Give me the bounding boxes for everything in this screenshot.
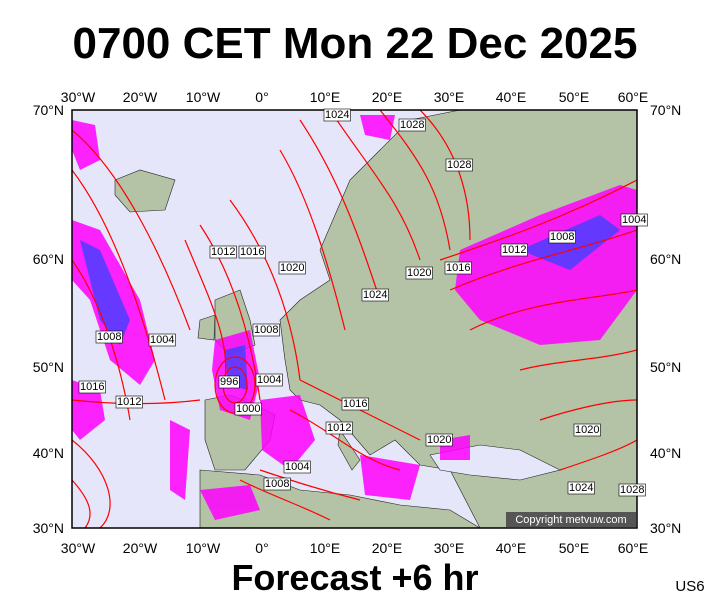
isobar-label: 1004 (622, 214, 646, 226)
footer-title: Forecast +6 hr (231, 557, 478, 598)
longitude-label: 30°E (434, 89, 465, 105)
isobar-label-box (238, 245, 266, 259)
isobar-label: 1016 (80, 381, 104, 393)
longitude-label: 0° (255, 540, 268, 556)
isobar-label: 1020 (427, 434, 451, 446)
isobar-label-box (573, 423, 601, 437)
isobar-label-box (115, 395, 143, 409)
isobar-label: 1024 (569, 482, 593, 494)
isobar-label-box (445, 158, 473, 172)
isobar-label: 1016 (343, 398, 367, 410)
isobar-label: 1004 (257, 374, 281, 386)
isobar-label: 1024 (325, 109, 349, 121)
isobar-label: 1016 (240, 246, 264, 258)
isobar-label-box (444, 261, 472, 275)
longitude-label: 20°W (123, 89, 158, 105)
latitude-label: 50°N (33, 359, 64, 375)
isobar-label-box (398, 118, 426, 132)
isobar-label-box (500, 243, 528, 257)
longitude-labels: 30°W 30°W 20°W 20°W 10°W 10°W 0° 0° 10°E 10°E 20°E… (61, 89, 648, 556)
longitude-label: 60°E (618, 89, 649, 105)
isobar-label-box (341, 397, 369, 411)
copyright: Copyright metvuw.com (515, 514, 626, 526)
latitude-labels: 70°N 70°N 60°N 60°N 50°N 50°N 40°N 40°N 30°N 30°N (33, 102, 682, 536)
longitude-label: 0° (255, 89, 268, 105)
map-frame (71, 109, 638, 529)
isobar-label: 1020 (407, 267, 431, 279)
isobar-label-box (548, 230, 576, 244)
latitude-label: 40°N (33, 445, 64, 461)
isobar-label: 1016 (446, 262, 470, 274)
latitude-label: 40°N (650, 445, 681, 461)
isobar-label-box (78, 380, 106, 394)
latitude-label: 30°N (650, 520, 681, 536)
title: 0700 CET Mon 22 Dec 2025 (73, 19, 638, 68)
longitude-label: 30°W (61, 540, 96, 556)
isobar-label: 1028 (447, 159, 471, 171)
isobar-label: 1012 (502, 244, 526, 256)
isobar-label-box (209, 245, 237, 259)
isobar-label-box (218, 375, 240, 389)
longitude-label: 20°E (372, 89, 403, 105)
map-area (72, 110, 637, 528)
isobar-label-box (405, 266, 433, 280)
isobar-label: 1020 (280, 262, 304, 274)
isobar-label: 1008 (254, 324, 278, 336)
longitude-label: 10°W (186, 89, 221, 105)
longitude-label: 50°E (559, 540, 590, 556)
longitude-label: 10°E (310, 89, 341, 105)
isobar-label-box (255, 373, 283, 387)
isobar-label-box (618, 483, 646, 497)
isobar-label: 1000 (236, 403, 260, 415)
longitude-label: 10°E (310, 540, 341, 556)
isobar-labels: 1024 1028 1028 1012 1016 1020 1024 1020 … (78, 108, 648, 497)
latitude-label: 60°N (650, 251, 681, 267)
isobar-label: 1020 (575, 424, 599, 436)
isobar-label: 1004 (285, 461, 309, 473)
longitude-label: 40°E (496, 89, 527, 105)
longitude-label: 60°E (618, 540, 649, 556)
isobar-label: 996 (220, 376, 238, 388)
isobar-label: 1008 (97, 331, 121, 343)
latitude-label: 70°N (33, 102, 64, 118)
isobar-label-box (567, 481, 595, 495)
isobar-label-box (325, 421, 353, 435)
isobar-label: 1012 (327, 422, 351, 434)
isobar-label-box (361, 288, 389, 302)
isobar-label: 1028 (620, 484, 644, 496)
isobar-label-box (234, 402, 262, 416)
longitude-label: 50°E (559, 89, 590, 105)
isobar-label-box (148, 333, 176, 347)
isobar-label: 1024 (363, 289, 387, 301)
isobar-label: 1004 (150, 334, 174, 346)
isobar-label-box (425, 433, 453, 447)
isobar-label-box (252, 323, 280, 337)
isobar-label-box (95, 330, 123, 344)
isobar-label: 1028 (400, 119, 424, 131)
longitude-label: 40°E (496, 540, 527, 556)
latitude-label: 70°N (650, 102, 681, 118)
isobar-label-box (620, 213, 648, 227)
isobar-label: 1012 (117, 396, 141, 408)
isobar-label-box (323, 108, 351, 122)
isobar-label: 1008 (265, 478, 289, 490)
longitude-label: 30°W (61, 89, 96, 105)
latitude-label: 50°N (650, 359, 681, 375)
copyright-box (506, 512, 636, 527)
latitude-label: 30°N (33, 520, 64, 536)
isobar-label: 1008 (550, 231, 574, 243)
longitude-label: 20°W (123, 540, 158, 556)
latitude-label: 60°N (33, 251, 64, 267)
isobar-label-box (263, 477, 291, 491)
longitude-label: 10°W (186, 540, 221, 556)
longitude-label: 30°E (434, 540, 465, 556)
footer-code: US6 (675, 578, 704, 595)
isobar-label-box (283, 460, 311, 474)
isobar-label-box (278, 261, 306, 275)
longitude-label: 20°E (372, 540, 403, 556)
isobar-label: 1012 (211, 246, 235, 258)
